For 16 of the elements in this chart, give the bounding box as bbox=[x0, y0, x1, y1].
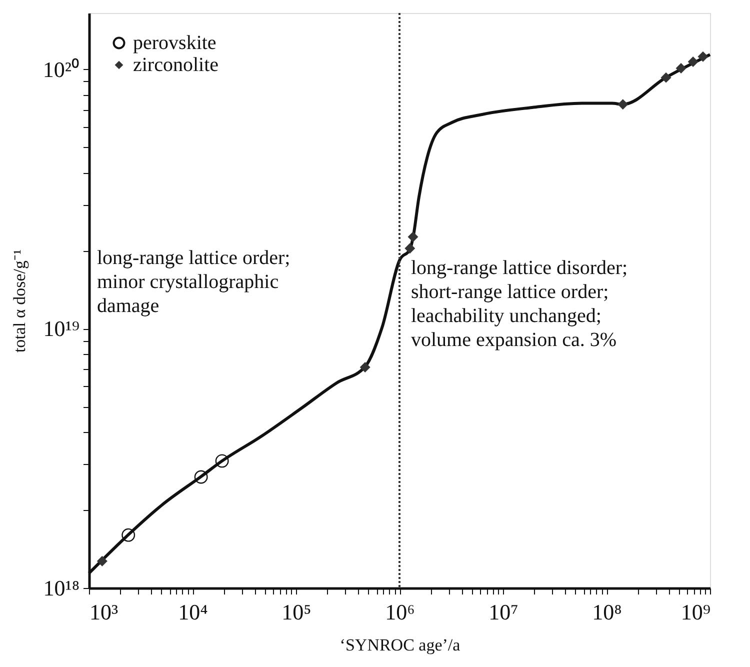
x-tick-label: 10⁵ bbox=[282, 600, 312, 624]
y-tick-label: 10¹⁸ bbox=[43, 576, 80, 600]
x-tick-label: 10⁴ bbox=[178, 600, 208, 624]
x-tick-label: 10⁶ bbox=[385, 600, 415, 624]
annotation: long-range lattice order; minor crystallographic damage bbox=[97, 247, 290, 317]
x-tick-label: 10⁷ bbox=[488, 600, 518, 624]
y-axis-title: total α dose/g⁻¹ bbox=[10, 249, 29, 353]
legend-label: perovskite bbox=[133, 32, 216, 54]
x-tick-label: 10⁸ bbox=[592, 600, 622, 624]
x-tick-label: 10³ bbox=[90, 600, 118, 624]
y-tick-label: 10¹⁹ bbox=[43, 316, 80, 342]
legend-label: zirconolite bbox=[133, 54, 219, 76]
x-axis-title: ‘SYNROC age’/a bbox=[340, 636, 461, 654]
annotation: long-range lattice disorder; short-range lattice order; leachability unchanged; volume expansion ca. 3% bbox=[411, 257, 628, 351]
y-tick-label: 10²⁰ bbox=[42, 56, 80, 82]
x-tick-label: 10⁹ bbox=[680, 600, 711, 624]
